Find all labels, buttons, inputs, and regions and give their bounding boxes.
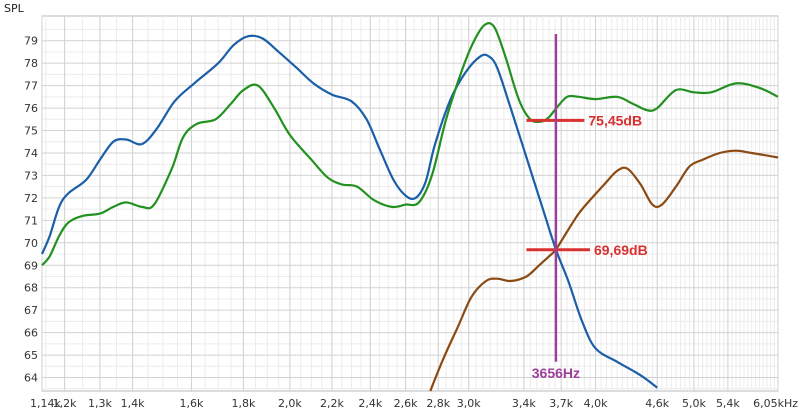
x-tick-label: 1,14k (30, 397, 61, 410)
x-tick-label: 4,6k (645, 397, 669, 410)
x-tick-label: 1,3k (88, 397, 112, 410)
series-line-brown (429, 149, 779, 392)
x-tick-label: 5,4k (716, 397, 740, 410)
plot-frame (41, 15, 779, 392)
y-tick-label: 72 (24, 192, 38, 205)
x-tick-label: 5,0k (682, 397, 706, 410)
major-grid (41, 16, 779, 391)
y-tick-label: 70 (24, 237, 38, 250)
x-tick-label: 2,6k (394, 397, 418, 410)
x-tick-label: 2,2k (320, 397, 344, 410)
y-tick-label: 66 (24, 327, 38, 340)
level-marker-label: 75,45dB (588, 112, 642, 128)
x-tick-label: 1,2k (53, 397, 77, 410)
y-axis-ticks: 64 65 66 67 68 69 70 71 72 73 74 75 76 77 78 79 (24, 35, 38, 385)
y-tick-label: 67 (24, 304, 38, 317)
y-tick-label: 73 (24, 169, 38, 182)
x-tick-label: 3,0k (457, 397, 481, 410)
y-tick-label: 71 (24, 214, 38, 227)
x-tick-label: 3,4k (512, 397, 536, 410)
y-tick-label: 74 (24, 147, 38, 160)
y-tick-label: 64 (24, 372, 38, 385)
x-tick-label: 2,4k (358, 397, 382, 410)
y-tick-label: 75 (24, 125, 38, 138)
frequency-cursor-label: 3656Hz (532, 365, 580, 381)
y-tick-label: 68 (24, 282, 38, 295)
y-axis-label: SPL (4, 2, 25, 15)
y-tick-label: 69 (24, 259, 38, 272)
series-line-blue (40, 34, 658, 389)
y-tick-label: 77 (24, 80, 38, 93)
x-tick-label: 1,6k (180, 397, 204, 410)
x-tick-label: 3,7k (549, 397, 573, 410)
y-tick-label: 78 (24, 57, 38, 70)
x-tick-label: 1,8k (231, 397, 255, 410)
x-tick-label: 2,0k (278, 397, 302, 410)
annotation-layer: 75,45dB 69,69dB 3656Hz (526, 33, 648, 381)
y-tick-label: 79 (24, 35, 38, 48)
x-tick-label: 4,0k (584, 397, 608, 410)
x-tick-label: 2,8k (426, 397, 450, 410)
y-tick-label: 76 (24, 102, 38, 115)
level-marker-label: 69,69dB (594, 242, 648, 258)
series-line-green (41, 22, 779, 267)
x-tick-label: 6,05kHz (753, 397, 798, 410)
y-tick-label: 65 (24, 349, 38, 362)
x-tick-label: 1,4k (121, 397, 145, 410)
series-layer (40, 22, 779, 392)
